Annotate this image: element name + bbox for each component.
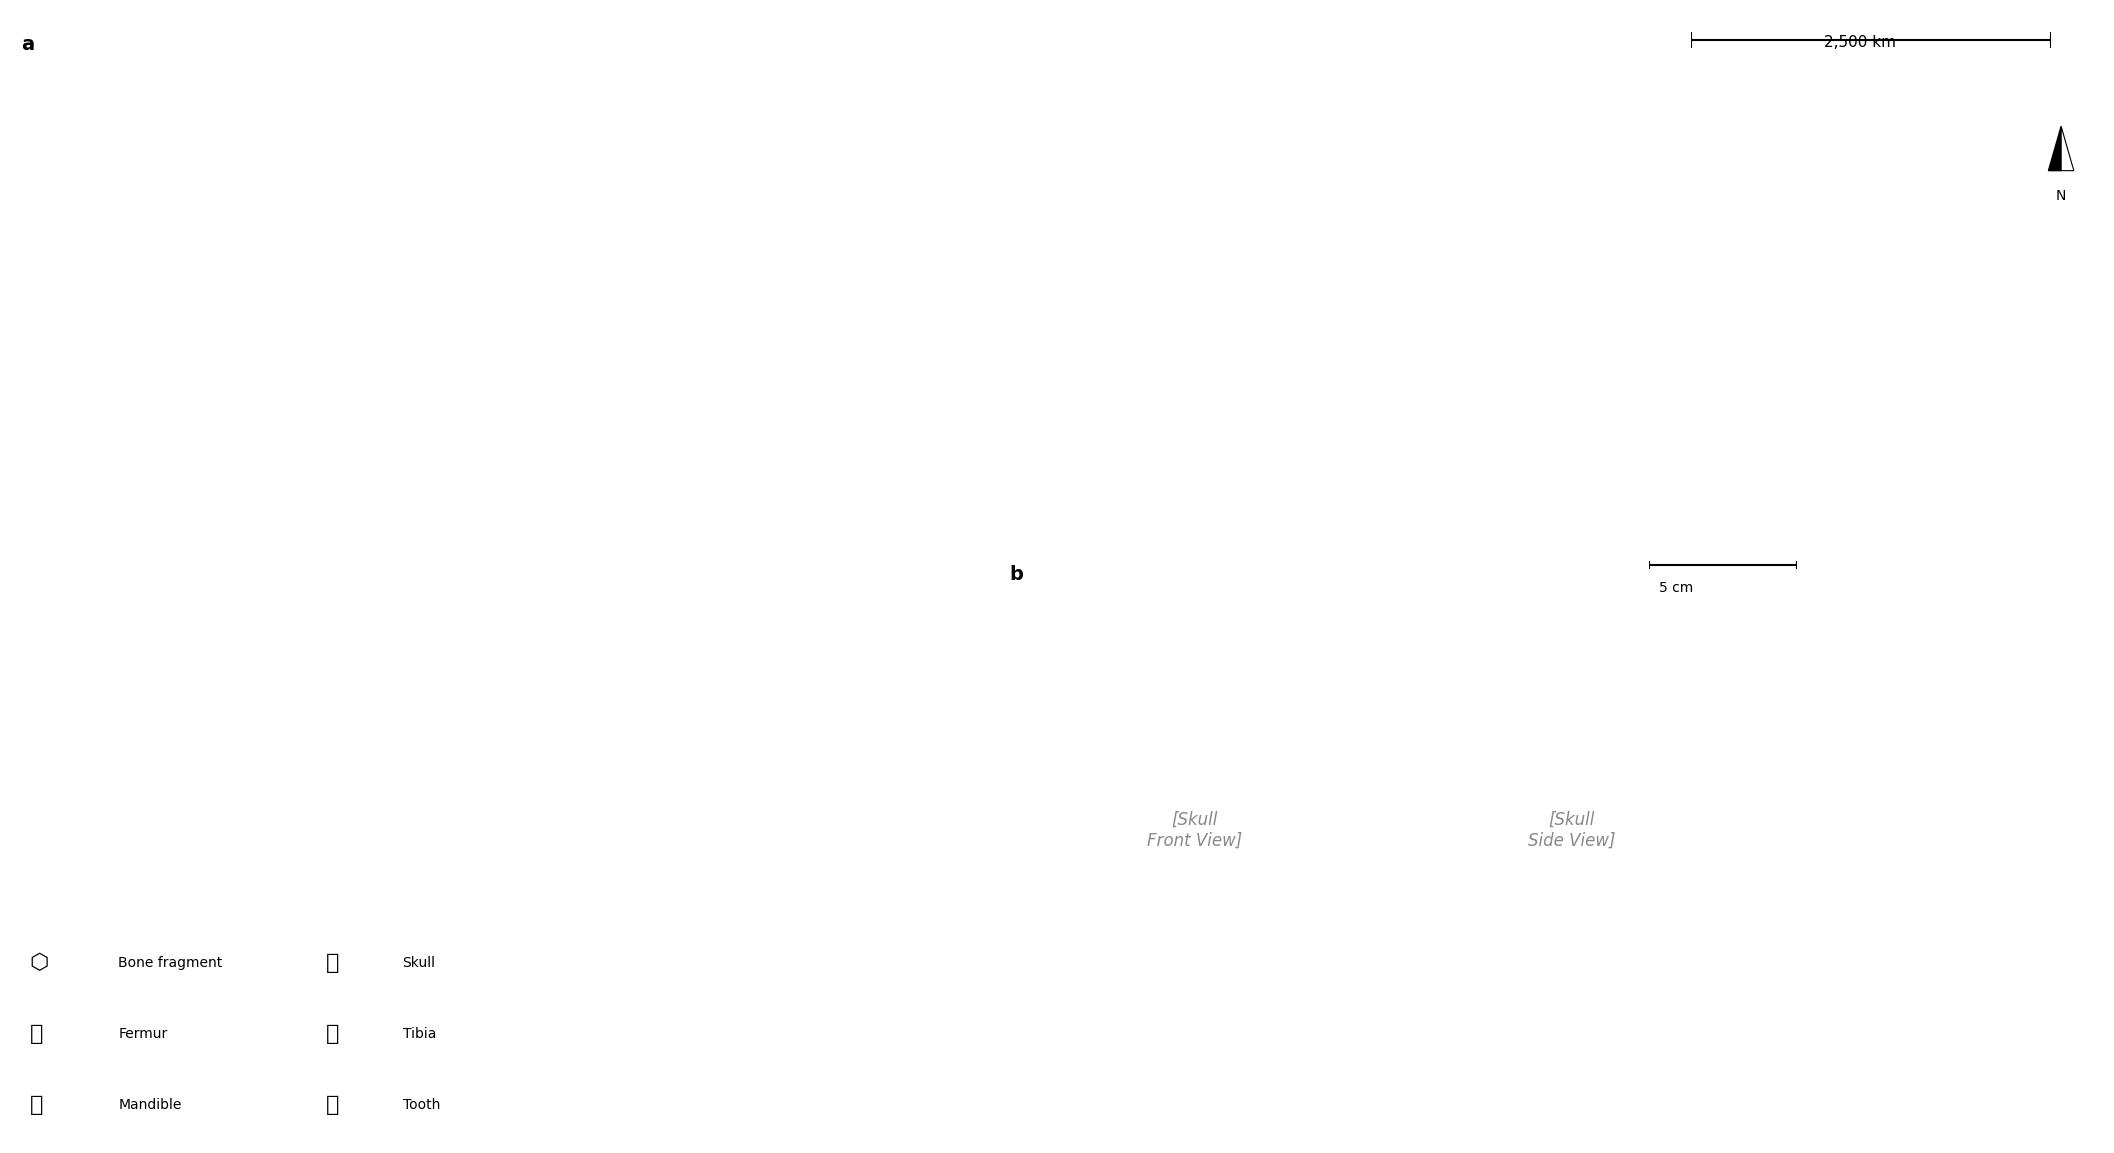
Text: a: a <box>21 35 34 53</box>
Text: [Skull
Side View]: [Skull Side View] <box>1528 811 1615 850</box>
Text: b: b <box>1010 565 1023 583</box>
Polygon shape <box>2048 127 2061 171</box>
Text: 🦴: 🦴 <box>30 1024 42 1043</box>
Text: Mandible: Mandible <box>118 1098 182 1111</box>
Text: 🦴: 🦴 <box>326 1024 338 1043</box>
Text: ⬡: ⬡ <box>30 952 49 973</box>
Text: Fermur: Fermur <box>118 1027 167 1041</box>
Text: N: N <box>2057 189 2065 203</box>
Text: 2,500 km: 2,500 km <box>1824 35 1896 50</box>
Text: 5 cm: 5 cm <box>1659 581 1693 595</box>
Polygon shape <box>2061 127 2074 171</box>
Text: [Skull
Front View]: [Skull Front View] <box>1146 811 1243 850</box>
Text: Tibia: Tibia <box>402 1027 435 1041</box>
Text: 🦷: 🦷 <box>30 1095 42 1115</box>
Text: 🦷: 🦷 <box>326 1095 338 1115</box>
Text: Tooth: Tooth <box>402 1098 440 1111</box>
Text: Skull: Skull <box>402 956 435 970</box>
Text: Bone fragment: Bone fragment <box>118 956 222 970</box>
Text: 💀: 💀 <box>326 952 338 973</box>
